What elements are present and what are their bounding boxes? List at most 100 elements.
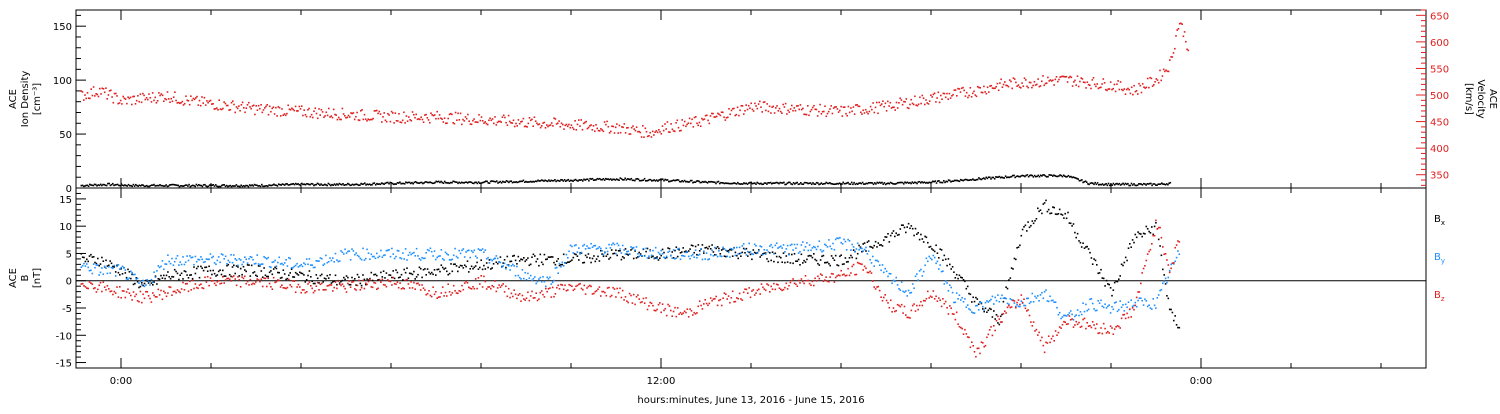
By-series-point xyxy=(1017,305,1020,308)
Bx-series-point xyxy=(1057,213,1060,215)
velocity-series-point xyxy=(315,112,318,115)
By-series-point xyxy=(900,281,903,283)
By-series-point xyxy=(676,248,679,250)
Bz-series-point xyxy=(648,305,650,307)
density-series-point xyxy=(552,179,555,182)
velocity-series-point xyxy=(1106,89,1108,92)
By-series-point xyxy=(255,262,257,265)
Bz-series-point xyxy=(452,284,455,287)
velocity-series-point xyxy=(153,99,155,102)
Bz-series-point xyxy=(194,283,197,285)
velocity-series-point xyxy=(747,104,750,107)
Bz-series-point xyxy=(766,283,768,285)
Bz-series-point xyxy=(668,305,671,307)
density-series-point xyxy=(882,183,884,185)
velocity-series-point xyxy=(364,118,367,120)
By-series-point xyxy=(91,272,94,275)
density-series-point xyxy=(878,181,881,184)
By-series-point xyxy=(995,299,998,302)
Bz-series-point xyxy=(874,288,877,290)
Bx-series-point xyxy=(466,260,469,262)
Bx-series-point xyxy=(158,278,161,281)
velocity-series-point xyxy=(776,105,778,107)
velocity-series-point xyxy=(272,106,275,108)
By-series-point xyxy=(700,248,702,250)
Bz-series-point xyxy=(1166,259,1168,261)
By-series-point xyxy=(102,273,105,275)
Bz-series-point xyxy=(756,289,759,292)
By-series-point xyxy=(235,259,238,261)
By-series-point xyxy=(136,277,139,280)
density-series-point xyxy=(382,182,384,185)
Bz-series-point xyxy=(847,267,849,270)
velocity-series-point xyxy=(618,124,621,127)
Bx-series-point xyxy=(311,280,313,282)
density-series-point xyxy=(336,183,338,185)
velocity-series-point xyxy=(746,108,749,111)
Bx-series-point xyxy=(356,273,359,276)
Bz-series-point xyxy=(583,284,586,287)
density-series-point xyxy=(810,183,813,186)
velocity-series-point xyxy=(1029,81,1032,84)
velocity-series-point xyxy=(284,114,287,117)
By-series-point xyxy=(224,255,227,258)
Bx-series-point xyxy=(612,252,614,255)
Bx-series-point xyxy=(249,275,252,277)
Bx-series-point xyxy=(539,253,542,256)
velocity-series-point xyxy=(727,116,729,119)
By-series-point xyxy=(953,301,955,304)
Bx-series-point xyxy=(461,265,463,267)
By-series-point xyxy=(1151,308,1153,310)
density-series-point xyxy=(469,181,471,183)
Bz-series-point xyxy=(1094,327,1097,330)
Bz-series-point xyxy=(734,300,737,303)
Bx-series-point xyxy=(906,226,908,228)
density-series-point xyxy=(929,181,932,184)
Bx-series-point xyxy=(991,316,994,318)
density-series-point xyxy=(1012,174,1014,177)
Bx-series-point xyxy=(1019,244,1021,247)
Bz-series-point xyxy=(197,287,199,290)
velocity-series-point xyxy=(731,107,734,110)
By-series-point xyxy=(1135,305,1138,308)
Bx-series-point xyxy=(1069,222,1072,225)
velocity-series-point xyxy=(260,104,262,106)
Bx-series-point xyxy=(957,277,959,280)
Bz-series-point xyxy=(623,299,625,301)
Bx-series-point xyxy=(767,260,770,263)
By-series-point xyxy=(681,254,683,257)
density-series-point xyxy=(586,178,589,180)
velocity-series-point xyxy=(1033,81,1036,83)
velocity-series-point xyxy=(666,121,669,123)
Bz-series-point xyxy=(906,316,908,319)
By-series-point xyxy=(352,250,355,252)
density-series-point xyxy=(360,182,362,185)
By-series-point xyxy=(469,256,471,259)
Bz-series-point xyxy=(560,283,562,286)
By-series-point xyxy=(665,255,668,258)
Bx-series-point xyxy=(1012,268,1014,270)
Bz-series-point xyxy=(1057,331,1060,334)
By-series-point xyxy=(876,259,878,262)
By-series-point xyxy=(308,258,311,260)
Bx-series-point xyxy=(1159,245,1161,247)
Bz-series-point xyxy=(675,315,678,318)
density-series-point xyxy=(302,183,304,186)
density-series-point xyxy=(733,182,735,184)
velocity-series-point xyxy=(749,107,751,109)
velocity-series-point xyxy=(656,131,659,134)
density-series-point xyxy=(963,179,966,181)
Bx-series-point xyxy=(878,244,881,246)
density-series-point xyxy=(453,180,456,183)
Bx-series-point xyxy=(139,285,142,288)
By-series-point xyxy=(556,266,558,269)
density-series-point xyxy=(949,179,951,182)
Bx-series-point xyxy=(804,261,807,263)
density-series-point xyxy=(96,185,98,187)
Bx-series-point xyxy=(462,267,465,269)
Bx-series-point xyxy=(819,259,822,261)
Bx-series-point xyxy=(707,247,709,250)
velocity-series-point xyxy=(113,92,116,95)
velocity-series-point xyxy=(346,116,349,119)
By-series-point xyxy=(1015,305,1017,308)
